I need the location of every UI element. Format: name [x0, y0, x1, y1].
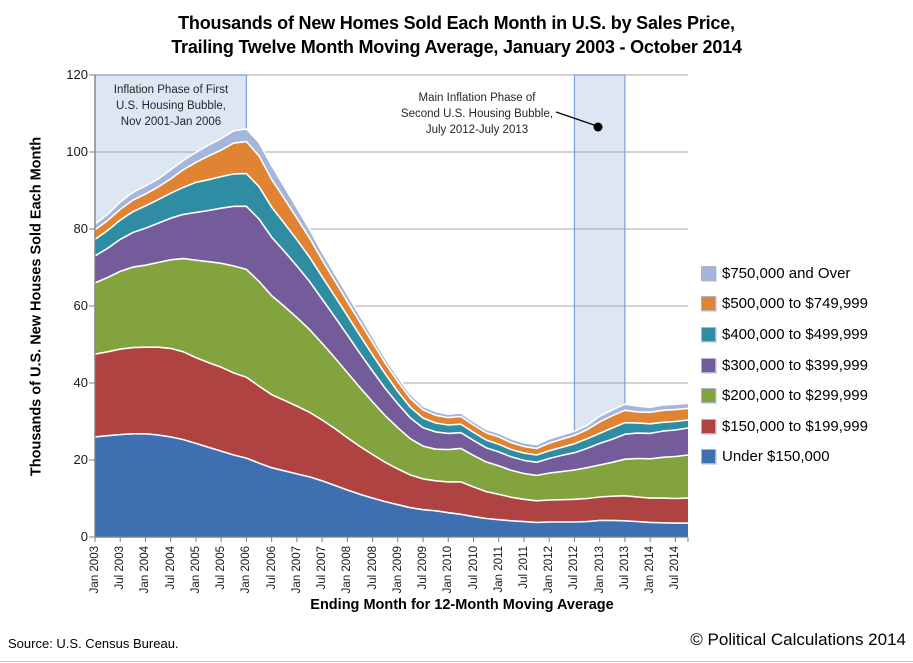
legend-item: $400,000 to $499,999 — [701, 319, 911, 350]
chart-title-line-2: Trailing Twelve Month Moving Average, Ja… — [171, 37, 742, 57]
x-tick-label: Jul 2013 — [618, 546, 631, 590]
x-axis-title: Ending Month for 12-Month Moving Average — [310, 597, 614, 613]
x-tick-label: Jan 2011 — [492, 546, 505, 593]
page-title: Thousands of New Homes Sold Each Month i… — [0, 11, 913, 59]
legend-swatch-icon — [701, 418, 716, 434]
legend-item: $300,000 to $399,999 — [701, 350, 911, 381]
x-tick-label: Jul 2014 — [669, 546, 682, 590]
legend: $750,000 and Over $500,000 to $749,999 $40… — [701, 258, 911, 472]
annotation-line: Nov 2001-Jan 2006 — [120, 116, 222, 128]
series-boundary-line — [94, 432, 688, 524]
bottom-edge-line — [0, 661, 913, 662]
annotation-dot — [593, 122, 603, 132]
y-axis-title: Thousands of U.S. New Houses Sold Each M… — [28, 136, 45, 477]
area--200-000-to-299-999 — [95, 258, 688, 501]
legend-item: $500,000 to $749,999 — [701, 289, 911, 320]
legend-swatch-icon — [701, 326, 716, 342]
legend-swatch-icon — [701, 265, 716, 281]
series-boundary-line — [94, 140, 689, 450]
annotation-line: Second U.S. Housing Bubble, — [400, 108, 554, 120]
legend-swatch-icon — [701, 388, 716, 404]
legend-label: $300,000 to $399,999 — [722, 356, 868, 374]
annotation-line: Main Inflation Phase of — [418, 92, 536, 104]
y-tick-label: 100 — [66, 144, 88, 159]
legend-label: $150,000 to $199,999 — [722, 417, 868, 435]
y-tick-label: 80 — [73, 221, 88, 236]
x-tick-label: Jul 2004 — [164, 546, 177, 590]
x-tick-label: Jul 2009 — [417, 546, 430, 590]
annotation-second-bubble: Main Inflation Phase of Second U.S. Hous… — [372, 90, 582, 138]
x-tick-label: Jan 2003 — [89, 546, 101, 594]
x-tick-label: Jul 2012 — [568, 546, 581, 590]
footer-copyright: © Political Calculations 2014 — [690, 630, 906, 649]
annotation-line: U.S. Housing Bubble, — [116, 100, 226, 112]
series-boundary-line — [94, 205, 689, 464]
x-tick-label: Jul 2011 — [517, 546, 530, 589]
series-boundary-line — [94, 346, 689, 502]
x-tick-label: Jan 2005 — [189, 546, 202, 594]
x-tick-label: Jul 2005 — [215, 546, 228, 590]
x-tick-label: Jan 2009 — [391, 546, 404, 594]
x-tick-label: Jan 2007 — [290, 546, 303, 594]
area-under-150-000 — [95, 433, 688, 537]
series-boundary-line — [94, 172, 689, 456]
annotation-line: Inflation Phase of First — [113, 84, 229, 96]
legend-label: $400,000 to $499,999 — [722, 325, 868, 343]
y-tick-label: 40 — [73, 375, 88, 390]
x-tick-label: Jul 2006 — [265, 546, 278, 590]
legend-swatch-icon — [701, 357, 716, 373]
x-tick-label: Jan 2004 — [139, 546, 152, 594]
legend-item: $750,000 and Over — [701, 258, 911, 289]
legend-label: $500,000 to $749,999 — [722, 295, 868, 313]
series-boundary-line — [94, 257, 689, 477]
legend-swatch-icon — [701, 296, 716, 312]
y-tick-label: 120 — [66, 67, 88, 82]
annotation-first-bubble: Inflation Phase of First U.S. Housing Bu… — [96, 82, 246, 130]
x-tick-label: Jan 2010 — [442, 546, 455, 594]
y-tick-label: 20 — [73, 452, 88, 467]
x-tick-label: Jul 2010 — [467, 546, 480, 590]
x-tick-label: Jul 2003 — [114, 546, 127, 590]
chart-title-line-1: Thousands of New Homes Sold Each Month i… — [178, 13, 735, 33]
y-tick-label: 60 — [73, 298, 88, 313]
legend-label: $200,000 to $299,999 — [722, 387, 868, 405]
series-boundary-line — [94, 128, 689, 446]
x-tick-label: Jan 2012 — [543, 546, 556, 594]
annotation-connector-line — [555, 111, 598, 127]
footer-source: Source: U.S. Census Bureau. — [8, 636, 179, 651]
x-tick-label: Jan 2008 — [341, 546, 354, 594]
legend-item: $200,000 to $299,999 — [701, 380, 911, 411]
legend-item: Under $150,000 — [701, 442, 911, 473]
legend-item: $150,000 to $199,999 — [701, 411, 911, 442]
annotation-line: July 2012-July 2013 — [425, 124, 529, 136]
legend-label: Under $150,000 — [722, 448, 830, 466]
legend-swatch-icon — [701, 449, 716, 465]
x-tick-label: Jul 2007 — [316, 546, 329, 590]
y-tick-label: 0 — [80, 529, 88, 544]
area--150-000-to-199-999 — [95, 347, 688, 524]
x-tick-label: Jan 2014 — [644, 546, 657, 594]
x-tick-label: Jan 2006 — [240, 546, 253, 594]
x-tick-label: Jan 2013 — [593, 546, 606, 594]
x-tick-label: Jul 2008 — [366, 546, 379, 590]
legend-label: $750,000 and Over — [722, 264, 851, 282]
